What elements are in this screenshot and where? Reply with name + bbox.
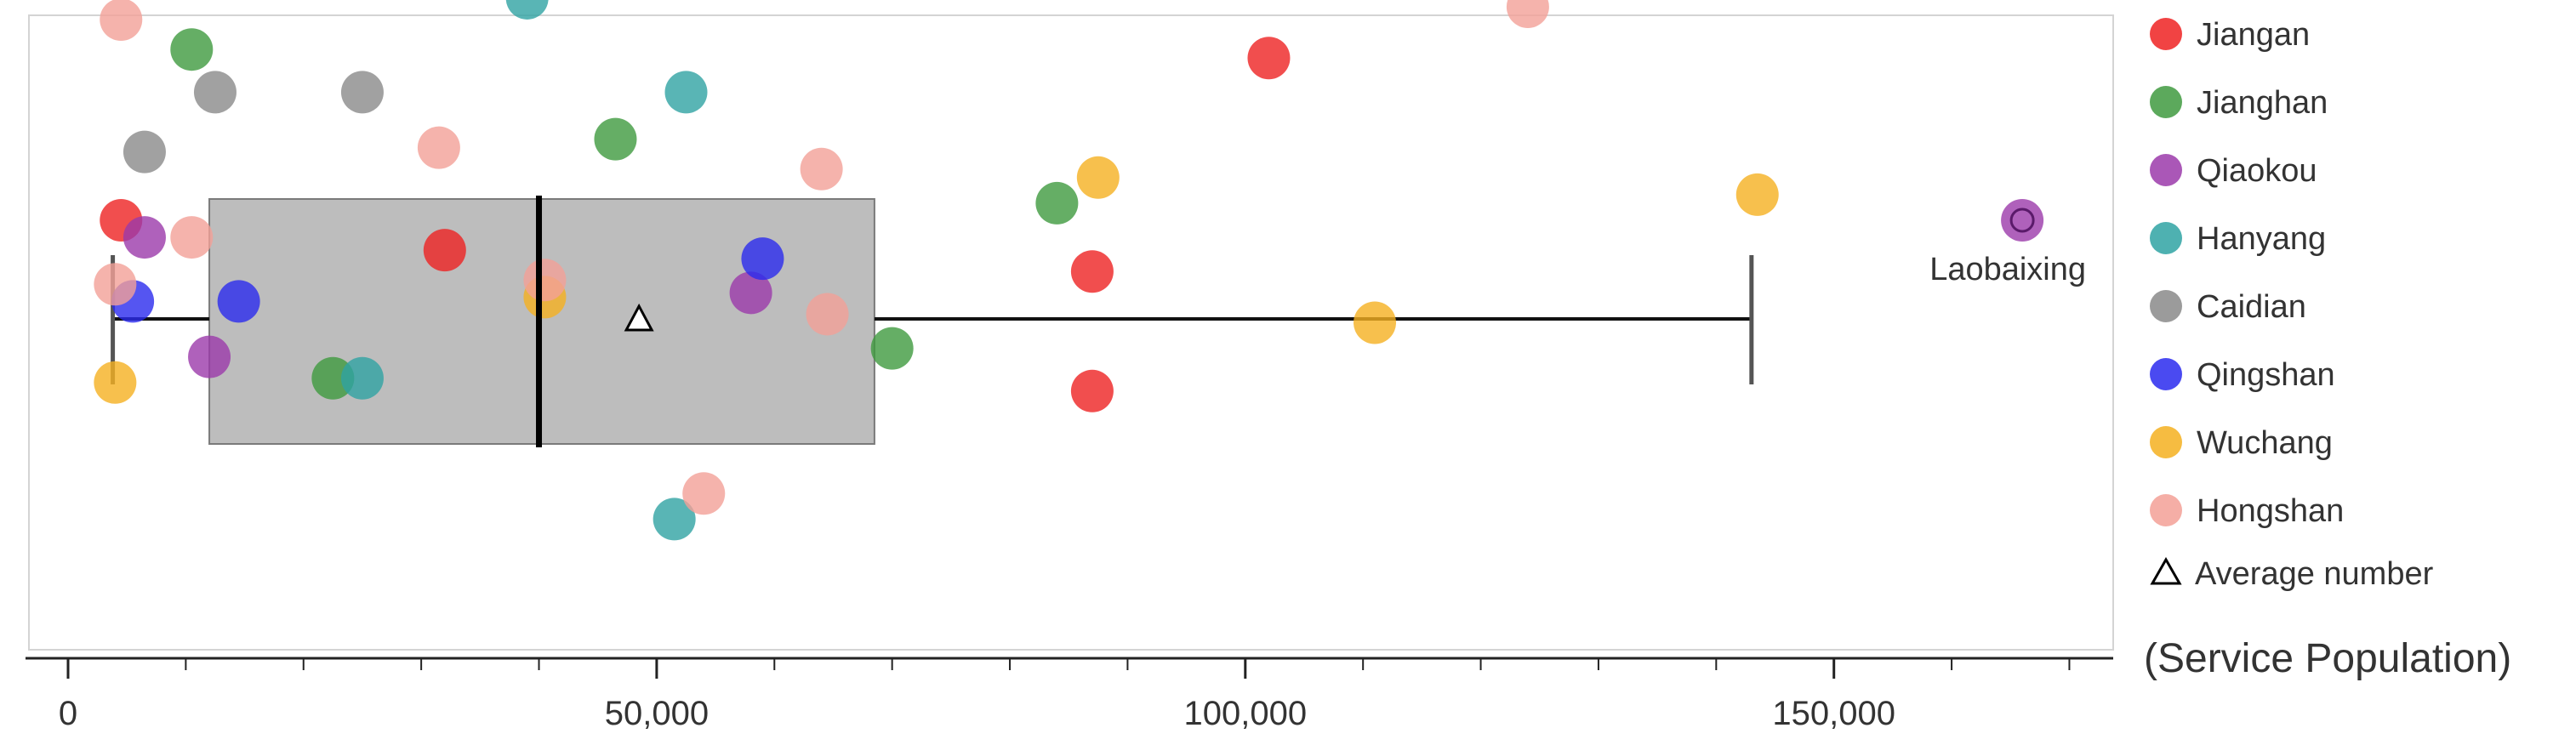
point-caidian	[123, 130, 166, 173]
legend-marker-qingshan	[2150, 358, 2182, 390]
point-jianghan	[1035, 181, 1079, 225]
point-jianghan	[870, 327, 914, 370]
legend-label-jianghan: Jianghan	[2197, 85, 2328, 121]
point-hongshan	[1506, 0, 1549, 28]
point-hanyang	[664, 71, 708, 114]
point-wuchang	[1354, 301, 1397, 344]
legend-label-hongshan: Hongshan	[2197, 493, 2344, 529]
point-hongshan	[800, 147, 843, 191]
legend-label-jiangan: Jiangan	[2197, 17, 2310, 53]
point-wuchang	[1076, 156, 1120, 199]
plot-frame	[28, 14, 2114, 651]
x-axis-major-ticks: 0 50,000 100,000 150,000	[59, 658, 1895, 732]
point-jianghan	[594, 117, 637, 161]
legend-marker-hanyang	[2150, 222, 2182, 254]
point-jiangan	[423, 229, 466, 272]
point-hongshan	[682, 472, 726, 515]
legend-label-wuchang: Wuchang	[2197, 425, 2333, 461]
x-tick-label: 100,000	[1184, 695, 1308, 732]
point-qingshan	[217, 280, 260, 323]
point-caidian	[193, 71, 237, 114]
box-plot	[111, 198, 1754, 445]
point-qiaokou	[2001, 199, 2044, 242]
legend: Jiangan Jianghan Qiaokou Hanyang Caidian Qing…	[2150, 17, 2434, 592]
legend-marker-wuchang	[2150, 426, 2182, 458]
x-tick-label: 150,000	[1772, 695, 1895, 732]
legend-marker-average	[2150, 556, 2182, 585]
point-jiangan	[1070, 369, 1114, 412]
data-points	[94, 0, 2044, 541]
legend-label-qingshan: Qingshan	[2197, 357, 2335, 393]
outlier-ring	[2009, 208, 2035, 233]
point-qiaokou	[188, 335, 231, 378]
point-hongshan	[170, 216, 214, 259]
point-caidian	[340, 71, 384, 114]
point-wuchang	[1735, 173, 1779, 216]
mean-marker	[624, 303, 654, 332]
point-hongshan	[417, 126, 460, 169]
x-tick-label: 0	[59, 695, 77, 732]
point-hongshan	[806, 293, 849, 336]
point-jiangan	[1070, 250, 1114, 293]
point-hanyang	[653, 498, 696, 541]
x-axis-label: (Service Population)	[2144, 636, 2511, 681]
point-qiaokou	[123, 216, 166, 259]
legend-label-qiaokou: Qiaokou	[2197, 153, 2317, 189]
point-hongshan	[94, 263, 137, 306]
point-hanyang	[505, 0, 549, 20]
point-hanyang	[340, 356, 384, 400]
legend-marker-jiangan	[2150, 18, 2182, 50]
legend-label-caidian: Caidian	[2197, 289, 2306, 325]
legend-marker-qiaokou	[2150, 154, 2182, 186]
point-hongshan	[523, 259, 567, 302]
point-jianghan	[311, 356, 355, 400]
x-tick-label: 50,000	[605, 695, 709, 732]
legend-label-average: Average number	[2195, 556, 2434, 592]
point-qiaokou	[729, 271, 772, 315]
point-hongshan	[100, 0, 143, 42]
point-jiangan	[1247, 37, 1291, 80]
outlier-label: Laobaixing	[1929, 252, 2086, 287]
point-wuchang	[94, 361, 137, 404]
legend-marker-caidian	[2150, 290, 2182, 322]
legend-marker-hongshan	[2150, 494, 2182, 526]
point-jianghan	[170, 28, 214, 71]
legend-marker-jianghan	[2150, 86, 2182, 118]
legend-label-hanyang: Hanyang	[2197, 221, 2326, 257]
point-qingshan	[741, 237, 784, 281]
x-axis-minor-ticks	[67, 658, 2071, 670]
